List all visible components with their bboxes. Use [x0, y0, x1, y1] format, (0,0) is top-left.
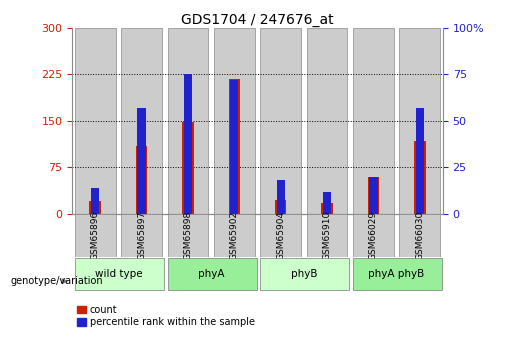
Bar [230, 80, 238, 214]
Text: phyB: phyB [290, 269, 317, 279]
Text: GSM65902: GSM65902 [230, 211, 239, 260]
FancyBboxPatch shape [214, 214, 255, 257]
Bar [277, 180, 285, 214]
FancyBboxPatch shape [353, 214, 394, 257]
Bar [75, 28, 116, 214]
Text: phyA phyB: phyA phyB [368, 269, 425, 279]
Bar [368, 177, 379, 214]
Bar [323, 191, 331, 214]
FancyBboxPatch shape [121, 214, 162, 257]
FancyBboxPatch shape [75, 214, 116, 257]
Bar [229, 79, 240, 214]
FancyBboxPatch shape [167, 258, 256, 290]
Bar [275, 200, 286, 214]
Bar [414, 141, 425, 214]
Text: phyA: phyA [198, 269, 225, 279]
Bar [90, 201, 101, 214]
FancyBboxPatch shape [167, 214, 209, 257]
Text: GSM65904: GSM65904 [276, 211, 285, 260]
FancyBboxPatch shape [306, 214, 348, 257]
Bar [214, 28, 255, 214]
Bar [416, 108, 424, 214]
Bar [138, 108, 146, 214]
Bar [306, 28, 348, 214]
Bar [121, 28, 162, 214]
Text: GSM65896: GSM65896 [91, 211, 100, 260]
Bar [184, 74, 192, 214]
FancyBboxPatch shape [399, 214, 440, 257]
Text: wild type: wild type [95, 269, 142, 279]
Bar [182, 122, 194, 214]
Text: GSM66030: GSM66030 [415, 211, 424, 260]
Text: genotype/variation: genotype/variation [10, 276, 103, 286]
Text: GSM66029: GSM66029 [369, 211, 378, 260]
FancyBboxPatch shape [260, 214, 301, 257]
Bar [136, 146, 147, 214]
Bar [91, 188, 99, 214]
Bar [167, 28, 209, 214]
Text: GSM65897: GSM65897 [137, 211, 146, 260]
Title: GDS1704 / 247676_at: GDS1704 / 247676_at [181, 12, 334, 27]
FancyBboxPatch shape [353, 258, 442, 290]
Text: GSM65898: GSM65898 [183, 211, 193, 260]
FancyBboxPatch shape [75, 258, 164, 290]
Bar [260, 28, 301, 214]
FancyBboxPatch shape [260, 258, 349, 290]
Bar [321, 203, 333, 214]
Text: GSM65910: GSM65910 [322, 211, 332, 260]
Bar [353, 28, 394, 214]
Legend: count, percentile rank within the sample: count, percentile rank within the sample [77, 305, 254, 327]
Bar [369, 177, 377, 214]
Bar [399, 28, 440, 214]
